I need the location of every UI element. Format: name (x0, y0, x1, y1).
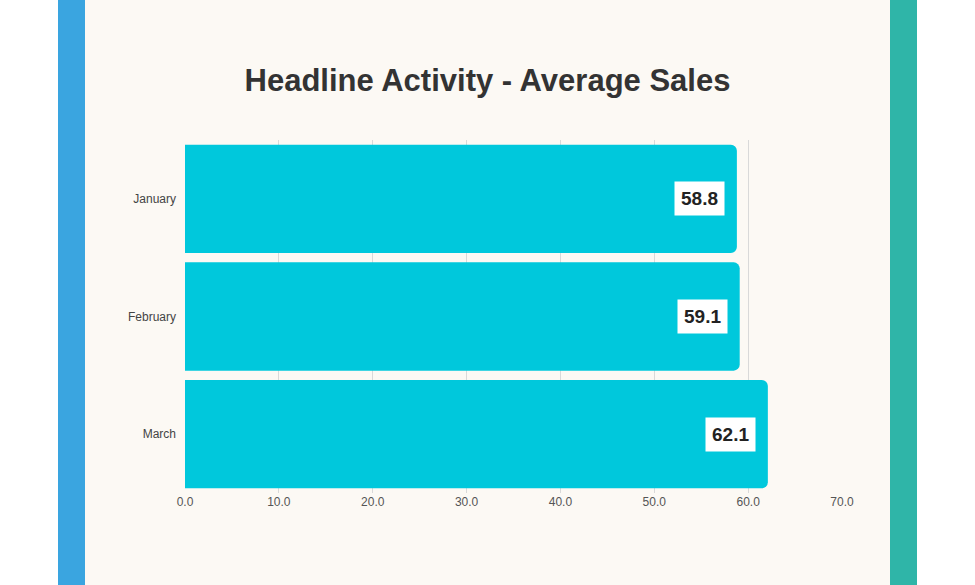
svg-text:62.1: 62.1 (712, 424, 749, 445)
svg-text:30.0: 30.0 (455, 495, 479, 509)
svg-text:50.0: 50.0 (643, 495, 667, 509)
svg-text:58.8: 58.8 (681, 188, 718, 209)
svg-text:Headline Activity - Average Sa: Headline Activity - Average Sales (245, 63, 731, 98)
svg-text:20.0: 20.0 (361, 495, 385, 509)
svg-text:10.0: 10.0 (267, 495, 291, 509)
svg-text:March: March (143, 427, 176, 441)
svg-text:70.0: 70.0 (830, 495, 854, 509)
svg-text:0.0: 0.0 (177, 495, 194, 509)
svg-text:January: January (133, 192, 176, 206)
svg-text:60.0: 60.0 (736, 495, 760, 509)
svg-text:February: February (128, 310, 176, 324)
svg-text:59.1: 59.1 (684, 306, 721, 327)
svg-text:40.0: 40.0 (549, 495, 573, 509)
